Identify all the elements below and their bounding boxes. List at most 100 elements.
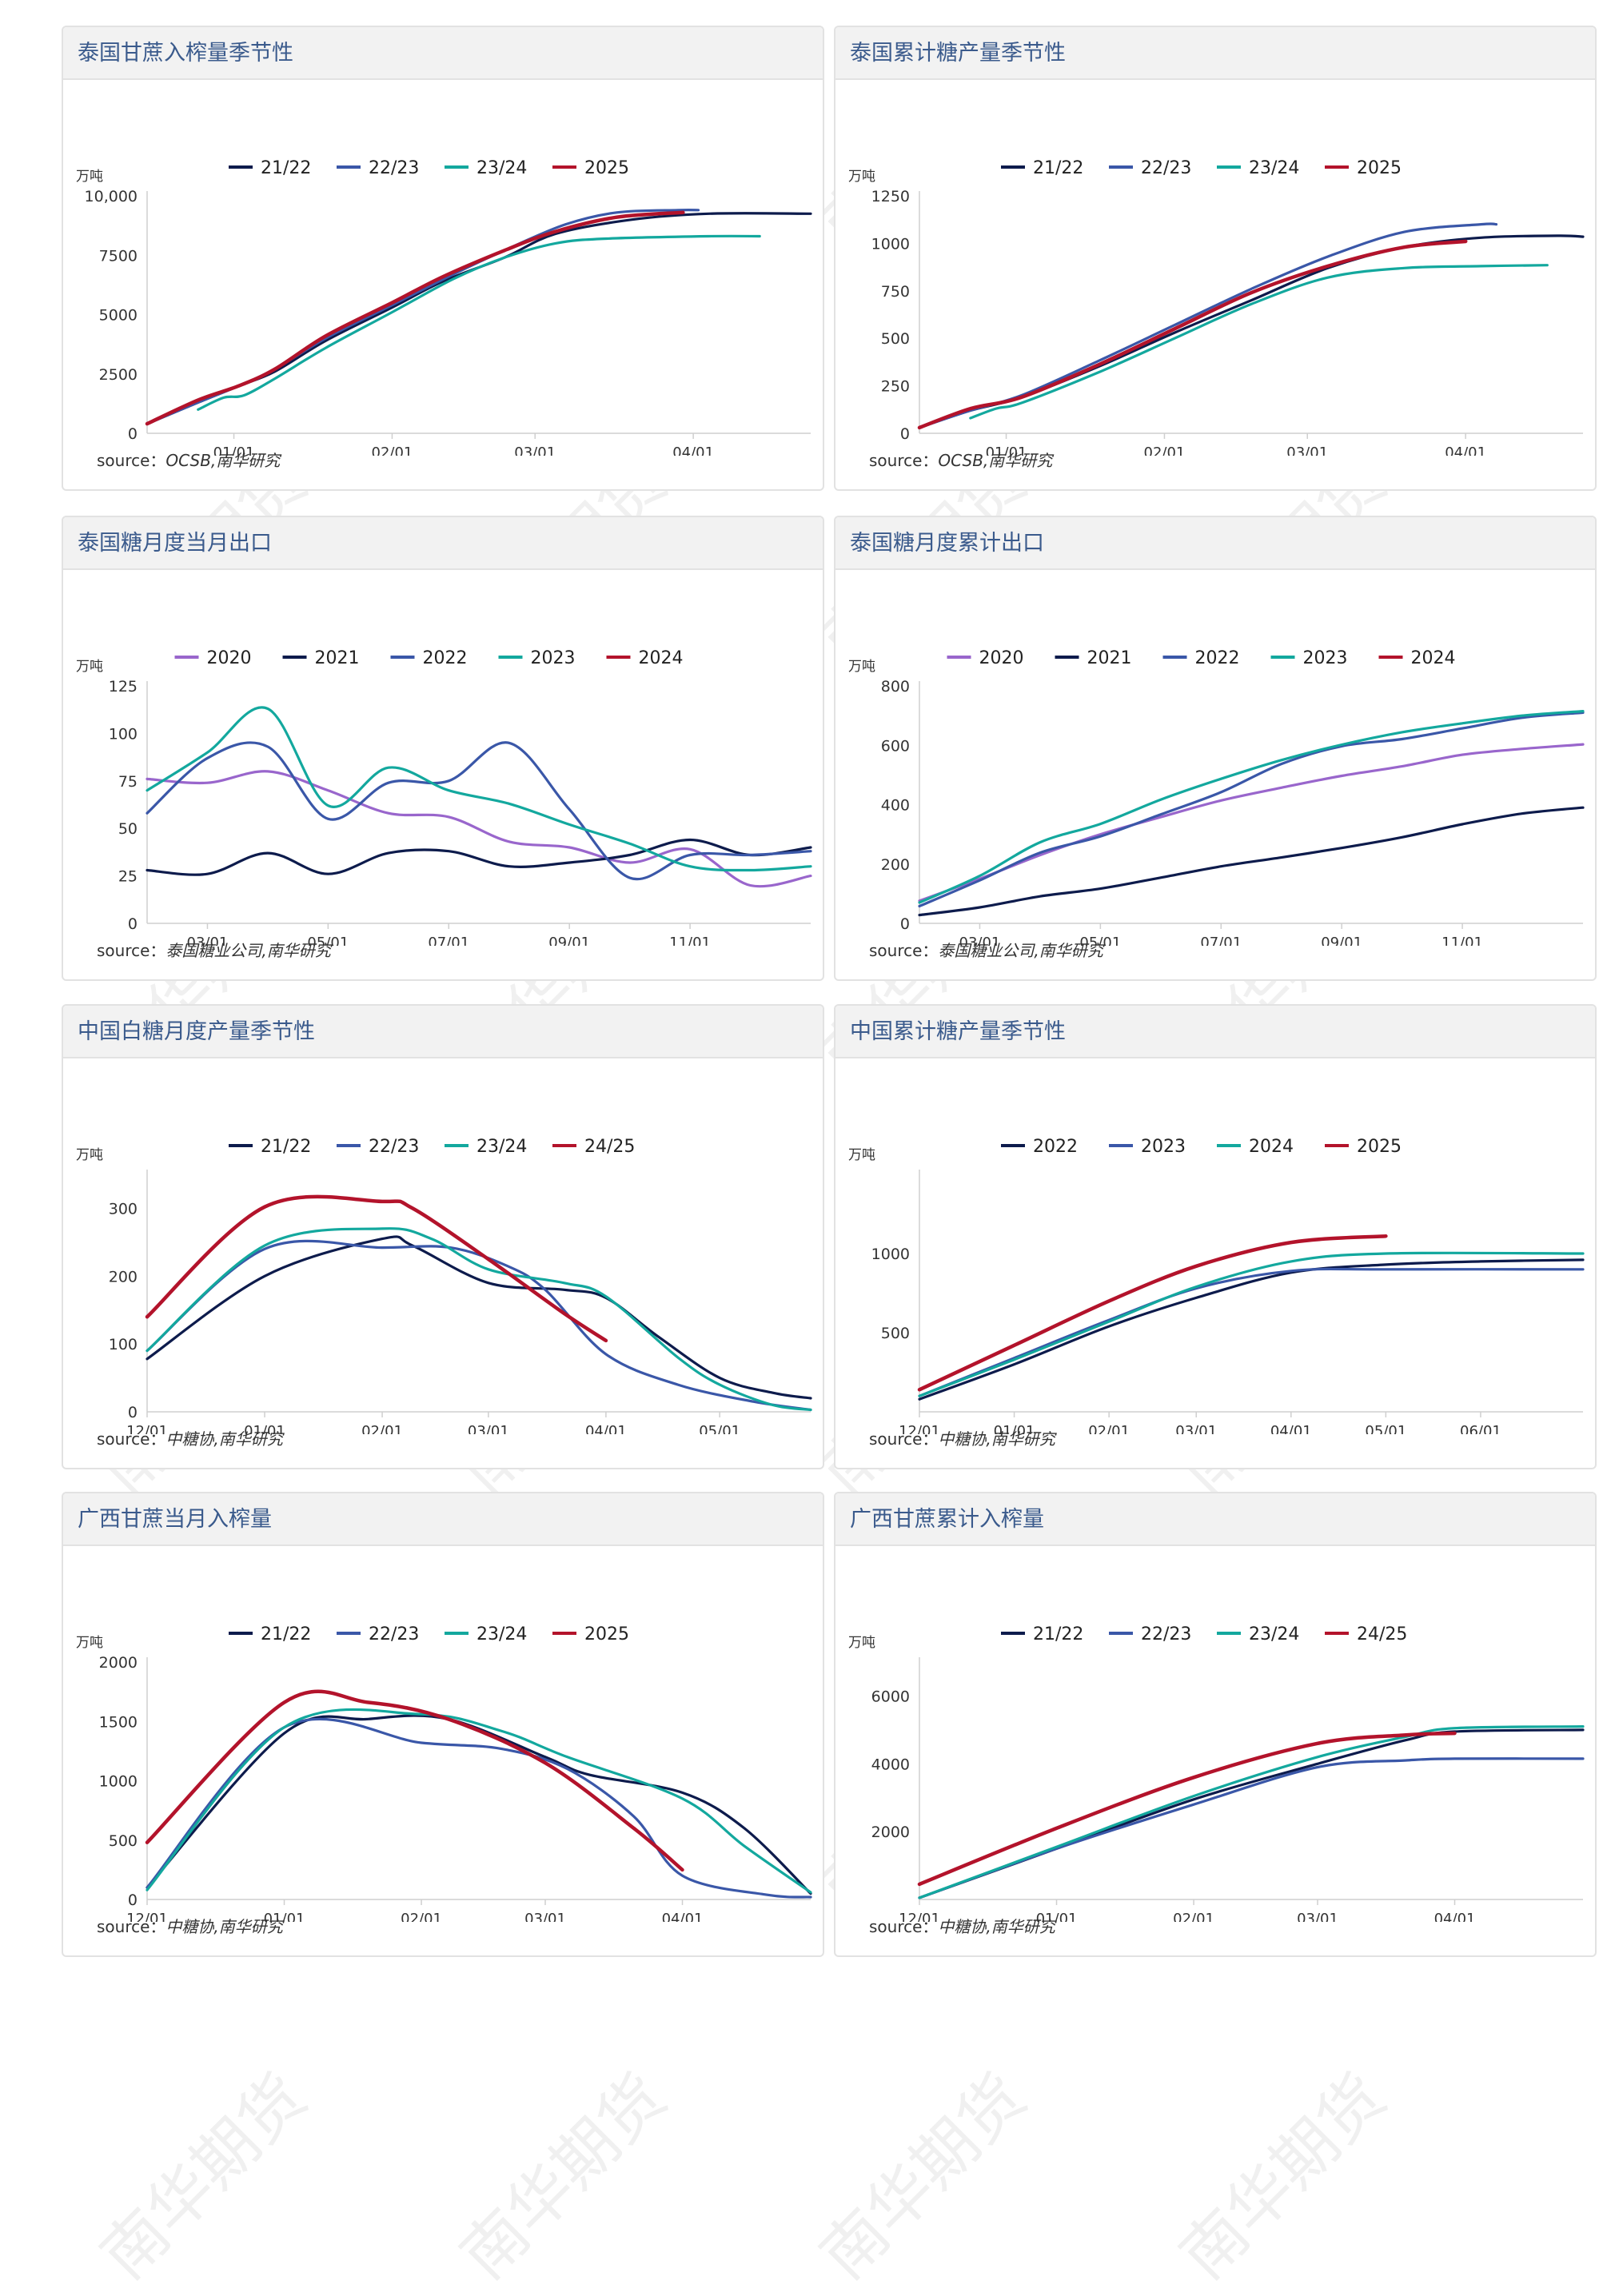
series-line bbox=[918, 806, 1585, 917]
series-line bbox=[145, 1689, 684, 1872]
legend-label: 22/23 bbox=[369, 1137, 419, 1157]
x-tick-label: 02/01 bbox=[1088, 1423, 1130, 1434]
y-tick-label: 500 bbox=[881, 1325, 910, 1342]
legend-label: 2024 bbox=[639, 648, 684, 668]
chart-c6: 2022 2023 2024 2025 万吨 500 1000 12/01 01/01 02/01… bbox=[848, 1137, 1585, 1434]
source-note: source：中糖协,南华研究 bbox=[869, 1917, 1055, 1936]
x-tick-label: 01/01 bbox=[244, 1423, 285, 1434]
x-tick-label: 01/01 bbox=[986, 444, 1027, 456]
y-unit-label: 万吨 bbox=[76, 169, 103, 185]
x-tick-label: 02/01 bbox=[401, 1911, 442, 1922]
series-line bbox=[146, 1227, 812, 1412]
legend-label: 21/22 bbox=[1033, 1624, 1083, 1644]
legend-label: 21/22 bbox=[261, 1137, 311, 1157]
panel-c3: 泰国糖月度当月出口 2020 2021 2022 2023 2024 万吨 0 25 50 75 1… bbox=[62, 516, 824, 981]
y-tick-label: 500 bbox=[109, 1832, 138, 1850]
legend-label: 2025 bbox=[1357, 158, 1402, 178]
x-tick-label: 09/01 bbox=[1321, 935, 1362, 946]
y-tick-label: 4000 bbox=[871, 1756, 910, 1773]
legend-label: 2025 bbox=[584, 1624, 629, 1644]
series-line bbox=[918, 743, 1585, 903]
x-tick-label: 12/01 bbox=[899, 1423, 940, 1434]
x-tick-label: 01/01 bbox=[213, 444, 255, 456]
y-tick-label: 100 bbox=[109, 1336, 138, 1353]
legend-label: 22/23 bbox=[369, 158, 419, 178]
legend-label: 2020 bbox=[979, 648, 1024, 668]
x-tick-label: 02/01 bbox=[1173, 1911, 1214, 1922]
panel-title: 中国白糖月度产量季节性 bbox=[63, 1006, 823, 1058]
panel-title: 泰国累计糖产量季节性 bbox=[835, 27, 1595, 80]
y-tick-label: 5000 bbox=[99, 307, 138, 325]
series-line bbox=[918, 1757, 1585, 1899]
y-unit-label: 万吨 bbox=[76, 1147, 103, 1163]
panel-c5: 中国白糖月度产量季节性 21/22 22/23 23/24 24/25 万吨 0 100 20… bbox=[62, 1004, 824, 1469]
source-note: source：中糖协,南华研究 bbox=[97, 1917, 283, 1936]
x-tick-label: 05/01 bbox=[1079, 935, 1121, 946]
source-note: source：OCSB,南华研究 bbox=[97, 451, 281, 470]
legend-label: 23/24 bbox=[1249, 1624, 1299, 1644]
source-note: source：泰国糖业公司,南华研究 bbox=[97, 941, 331, 960]
panel-title: 泰国糖月度累计出口 bbox=[835, 517, 1595, 570]
y-tick-label: 0 bbox=[900, 425, 910, 443]
panel-c7: 广西甘蔗当月入榨量 21/22 22/23 23/24 2025 万吨 0 500 1000 1… bbox=[62, 1492, 824, 1957]
legend-label: 2024 bbox=[1411, 648, 1456, 668]
x-tick-label: 12/01 bbox=[126, 1911, 168, 1922]
legend-label: 2022 bbox=[1033, 1137, 1078, 1157]
legend-label: 2021 bbox=[315, 648, 360, 668]
source-note: source：中糖协,南华研究 bbox=[97, 1429, 283, 1449]
y-tick-label: 7500 bbox=[99, 247, 138, 265]
y-unit-label: 万吨 bbox=[76, 659, 103, 675]
y-tick-label: 10,000 bbox=[85, 188, 138, 205]
x-tick-label: 04/01 bbox=[1445, 444, 1486, 456]
chart-c8: 21/22 22/23 23/24 24/25 万吨 2000 4000 6000 12/01 0… bbox=[848, 1624, 1585, 1922]
legend-label: 22/23 bbox=[1141, 158, 1191, 178]
legend-label: 24/25 bbox=[584, 1137, 635, 1157]
series-line bbox=[918, 711, 1585, 908]
y-tick-label: 0 bbox=[128, 1891, 138, 1909]
y-tick-label: 2000 bbox=[871, 1824, 910, 1841]
y-tick-label: 2000 bbox=[99, 1654, 138, 1672]
panel-title: 泰国糖月度当月出口 bbox=[63, 517, 823, 570]
chart-c2: 21/22 22/23 23/24 2025 万吨 0 250 500 750 1000 1250 0… bbox=[848, 158, 1585, 456]
series-line bbox=[969, 264, 1549, 420]
x-tick-label: 03/01 bbox=[1286, 444, 1328, 456]
legend-label: 23/24 bbox=[477, 1624, 527, 1644]
legend-label: 2023 bbox=[1141, 1137, 1186, 1157]
panel-c6: 中国累计糖产量季节性 2022 2023 2024 2025 万吨 500 1000 12/0… bbox=[834, 1004, 1597, 1469]
x-tick-label: 02/01 bbox=[372, 444, 413, 456]
legend-label: 22/23 bbox=[369, 1624, 419, 1644]
y-tick-label: 1250 bbox=[871, 188, 910, 205]
legend-label: 2020 bbox=[207, 648, 252, 668]
y-unit-label: 万吨 bbox=[76, 1635, 103, 1651]
y-unit-label: 万吨 bbox=[848, 1635, 875, 1651]
x-tick-label: 03/01 bbox=[1297, 1911, 1338, 1922]
y-tick-label: 500 bbox=[881, 330, 910, 348]
series-line bbox=[146, 741, 812, 881]
x-tick-label: 02/01 bbox=[361, 1423, 403, 1434]
x-tick-label: 03/01 bbox=[524, 1911, 566, 1922]
legend-label: 23/24 bbox=[1249, 158, 1299, 178]
x-tick-label: 01/01 bbox=[994, 1423, 1035, 1434]
x-tick-label: 07/01 bbox=[1200, 935, 1242, 946]
y-tick-label: 100 bbox=[109, 725, 138, 743]
y-tick-label: 0 bbox=[900, 915, 910, 933]
series-line bbox=[918, 1728, 1585, 1899]
chart-c4: 2020 2021 2022 2023 2024 万吨 0 200 400 600 800 03/01… bbox=[848, 648, 1585, 946]
series-line bbox=[146, 1235, 812, 1400]
y-tick-label: 25 bbox=[118, 868, 138, 886]
x-tick-label: 05/01 bbox=[1365, 1423, 1406, 1434]
legend-label: 2025 bbox=[584, 158, 629, 178]
legend-label: 23/24 bbox=[477, 1137, 527, 1157]
y-unit-label: 万吨 bbox=[848, 659, 875, 675]
chart-c3: 2020 2021 2022 2023 2024 万吨 0 25 50 75 100 125 03/01… bbox=[76, 648, 812, 946]
x-tick-label: 09/01 bbox=[548, 935, 590, 946]
y-tick-label: 1000 bbox=[871, 1246, 910, 1263]
x-tick-label: 01/01 bbox=[264, 1911, 305, 1922]
legend-label: 2021 bbox=[1087, 648, 1132, 668]
source-note: source：泰国糖业公司,南华研究 bbox=[869, 941, 1103, 960]
y-tick-label: 1000 bbox=[99, 1773, 138, 1791]
x-tick-label: 02/01 bbox=[1144, 444, 1186, 456]
legend-label: 2024 bbox=[1249, 1137, 1294, 1157]
legend-label: 21/22 bbox=[261, 158, 311, 178]
x-tick-label: 04/01 bbox=[1434, 1911, 1476, 1922]
